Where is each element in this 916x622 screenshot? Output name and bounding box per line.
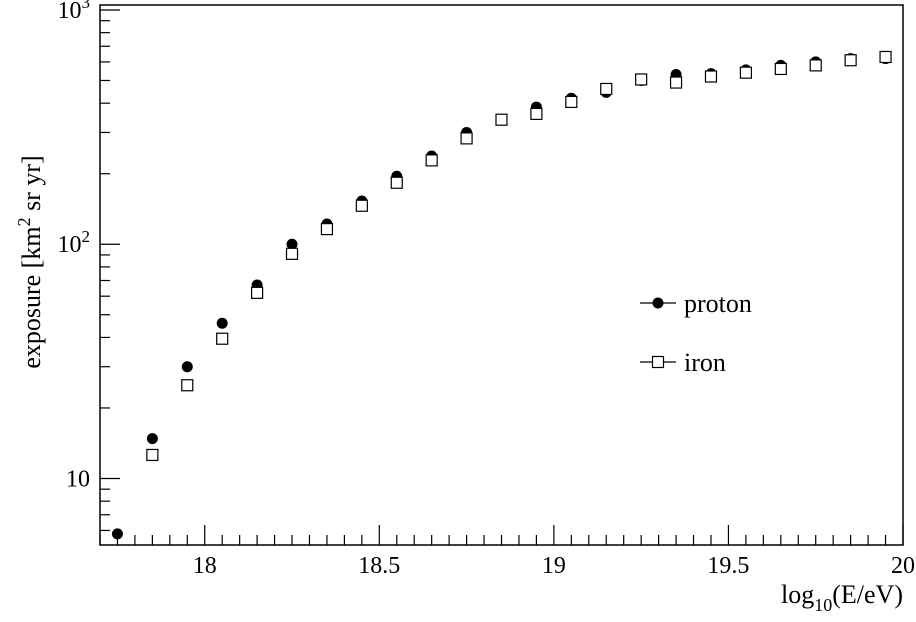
iron-point (460, 132, 473, 145)
legend-marker-proton (652, 297, 664, 309)
legend-entry-iron: iron (640, 348, 726, 377)
iron-point (774, 62, 787, 76)
x-tick-label: 18 (193, 553, 217, 579)
iron-point (809, 59, 822, 72)
iron-point (844, 54, 857, 67)
legend: proton iron (640, 289, 752, 377)
proton-point (146, 433, 158, 445)
iron-point (146, 448, 159, 462)
x-axis-title: log10(E/eV) (781, 580, 903, 615)
iron-point (495, 113, 508, 126)
legend-label-proton: proton (684, 289, 752, 318)
series-iron-points (146, 50, 892, 462)
iron-point (669, 76, 683, 89)
proton-point (181, 361, 193, 373)
y-tick-label: 10 (66, 466, 90, 492)
iron-point (739, 66, 752, 79)
iron-point (425, 154, 438, 167)
iron-point (879, 50, 892, 64)
plot-frame (99, 4, 904, 546)
y-axis-tick-labels: 10 102 103 (58, 0, 91, 492)
proton-point (111, 528, 123, 540)
legend-entry-proton: proton (640, 289, 752, 318)
x-tick-label: 19.5 (707, 553, 749, 579)
iron-point (285, 247, 299, 260)
legend-label-iron: iron (684, 348, 726, 377)
iron-point (704, 70, 718, 83)
proton-point (216, 317, 228, 329)
y-tick-label: 103 (58, 0, 91, 24)
iron-point (216, 332, 229, 345)
iron-point (635, 73, 648, 86)
x-tick-label: 19 (542, 553, 566, 579)
x-axis-ticks (99, 525, 904, 545)
iron-point (355, 199, 368, 212)
x-tick-label: 20 (891, 553, 915, 579)
iron-point (530, 107, 543, 121)
x-tick-label: 18.5 (358, 553, 400, 579)
series-proton-points (111, 53, 892, 540)
y-tick-label: 102 (58, 227, 91, 258)
iron-point (181, 379, 194, 392)
y-axis-title: exposure [km2 sr yr] (14, 155, 46, 368)
iron-point (320, 223, 334, 236)
x-axis-tick-labels: 18 18.5 19 19.5 20 (193, 553, 915, 579)
legend-marker-iron (651, 355, 665, 369)
iron-point (600, 82, 613, 96)
proton-point (286, 238, 298, 250)
iron-point (390, 176, 403, 189)
iron-point (251, 286, 264, 299)
y-axis-ticks (100, 9, 120, 532)
iron-point (565, 95, 578, 109)
